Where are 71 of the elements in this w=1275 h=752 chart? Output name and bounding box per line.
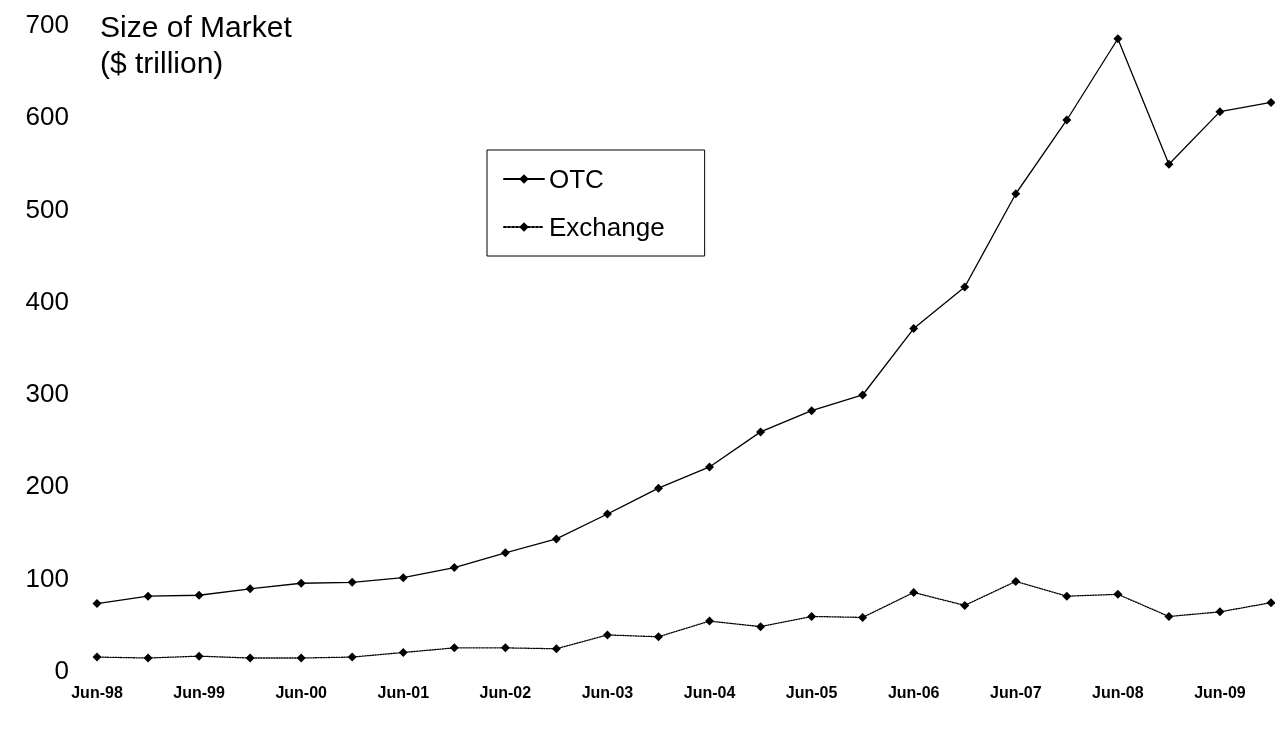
y-tick-label: 300 <box>25 378 69 409</box>
y-tick-label: 700 <box>25 9 69 39</box>
point <box>1062 115 1072 125</box>
point <box>92 599 102 609</box>
point <box>602 509 612 519</box>
point <box>296 578 306 588</box>
x-tick-label: Jun-04 <box>683 683 736 701</box>
point <box>960 600 970 610</box>
point <box>602 630 612 640</box>
point <box>1266 598 1275 608</box>
x-tick-label: Jun-98 <box>71 683 123 701</box>
legend-label: Exchange <box>549 212 665 242</box>
point <box>756 622 766 632</box>
point <box>296 653 306 663</box>
point <box>551 534 561 544</box>
x-tick-label: Jun-99 <box>173 683 225 701</box>
point <box>398 647 408 657</box>
point <box>92 652 102 662</box>
point <box>194 590 204 600</box>
y-tick-label: 100 <box>25 562 69 593</box>
x-tick-label: Jun-02 <box>479 683 532 701</box>
point <box>1215 607 1225 617</box>
point <box>653 483 663 493</box>
point <box>398 573 408 583</box>
point <box>653 632 663 642</box>
point <box>1113 34 1123 44</box>
point <box>1011 189 1021 199</box>
point <box>500 548 510 558</box>
point <box>551 644 561 654</box>
point <box>1011 576 1021 586</box>
y-tick-label: 400 <box>25 285 69 316</box>
point <box>1062 591 1072 601</box>
point <box>143 653 153 663</box>
point <box>909 587 919 597</box>
y-tick-label: 200 <box>25 470 69 501</box>
point <box>1266 97 1275 107</box>
point <box>1113 589 1123 599</box>
point <box>858 390 868 400</box>
y-tick-label: 0 <box>54 655 69 685</box>
y-axis-title: Size of Market ($ trillion) <box>100 9 301 79</box>
legend-label: OTC <box>549 164 604 194</box>
point <box>960 282 970 292</box>
x-tick-label: Jun-01 <box>377 683 430 701</box>
y-tick-label: 500 <box>25 193 69 224</box>
point <box>858 612 868 622</box>
point <box>705 462 715 472</box>
x-tick-label: Jun-06 <box>887 683 940 701</box>
y-tick-label: 600 <box>25 101 69 132</box>
x-tick-label: Jun-08 <box>1092 683 1144 701</box>
point <box>756 427 766 437</box>
x-tick-label: Jun-07 <box>989 683 1042 701</box>
point <box>143 591 153 601</box>
point <box>1215 107 1225 117</box>
point <box>909 324 919 334</box>
x-tick-label: Jun-09 <box>1194 683 1246 701</box>
point <box>245 653 255 663</box>
point <box>245 584 255 594</box>
point <box>705 616 715 626</box>
x-tick-label: Jun-03 <box>581 683 634 701</box>
point <box>347 577 357 587</box>
x-tick-label: Jun-05 <box>785 683 838 701</box>
x-tick-label: Jun-00 <box>275 683 328 701</box>
point <box>194 651 204 661</box>
point <box>500 643 510 653</box>
point <box>449 563 459 573</box>
point <box>1164 611 1174 621</box>
point <box>807 406 817 416</box>
point <box>1164 159 1174 169</box>
point <box>449 643 459 653</box>
point <box>807 611 817 621</box>
point <box>347 652 357 662</box>
